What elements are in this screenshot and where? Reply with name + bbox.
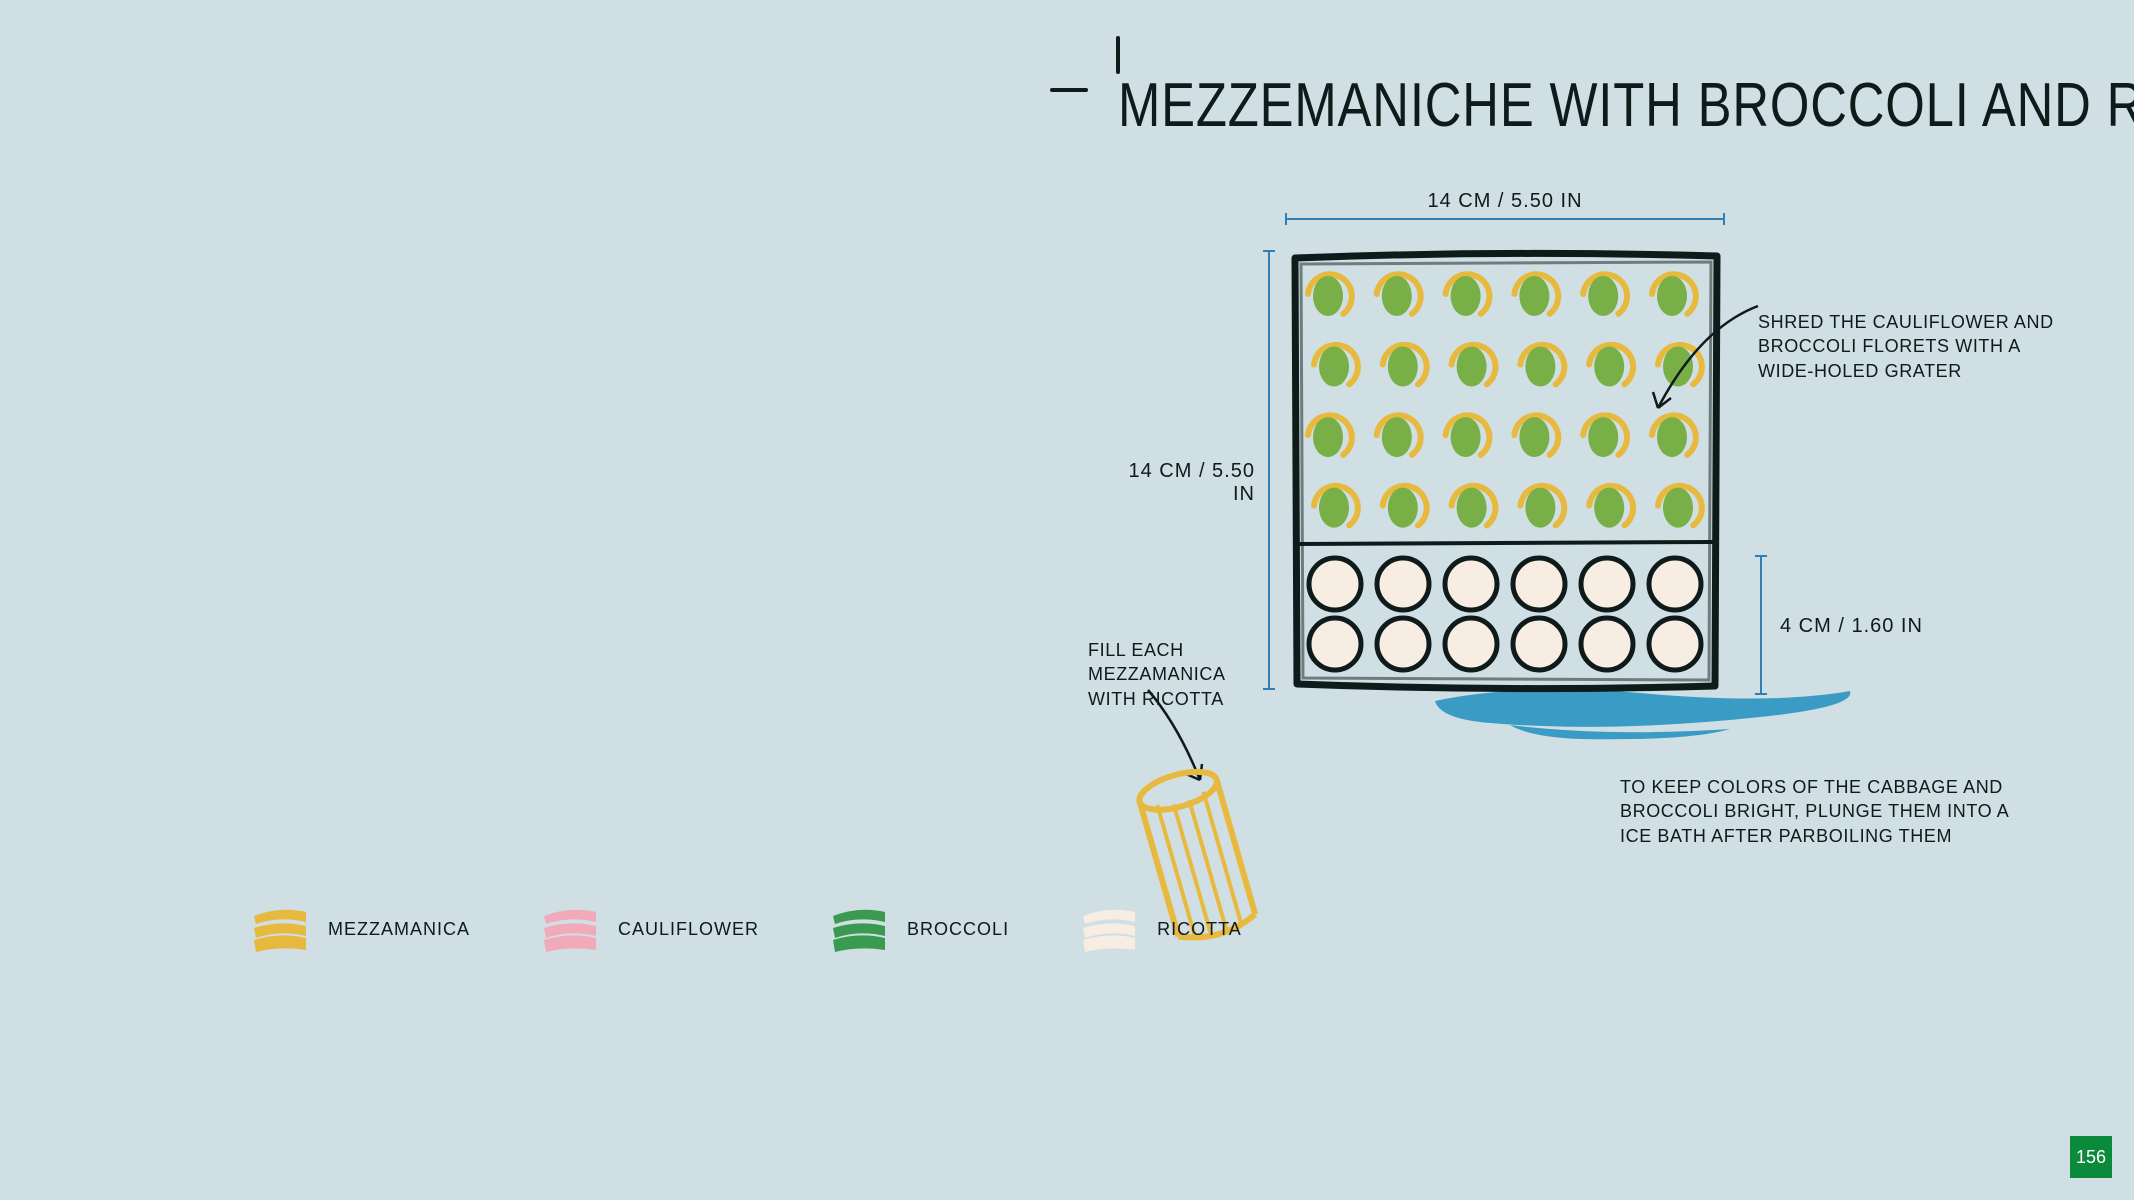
- page-number-badge: 156: [2070, 1136, 2112, 1178]
- legend-item: RICOTTA: [1079, 902, 1242, 956]
- title-mark-horizontal: [1050, 88, 1088, 92]
- legend-item: CAULIFLOWER: [540, 902, 759, 956]
- legend-swatch-icon: [829, 902, 889, 956]
- dimension-left-line: [1268, 250, 1270, 690]
- dimension-top-label: 14 CM / 5.50 IN: [1285, 190, 1725, 213]
- page-number: 156: [2076, 1147, 2106, 1168]
- recipe-infographic: MEZZEMANICHE WITH BROCCOLI AND RICOTTA 1…: [0, 0, 2134, 1200]
- legend-swatch-icon: [250, 902, 310, 956]
- dimension-left-label: 14 CM / 5.50 IN: [1105, 460, 1255, 506]
- callout-shred: SHRED THE CAULIFLOWER AND BROCCOLI FLORE…: [1758, 310, 2058, 383]
- legend-label: CAULIFLOWER: [618, 919, 759, 940]
- legend-swatch-icon: [540, 902, 600, 956]
- legend-item: MEZZAMANICA: [250, 902, 470, 956]
- legend-label: RICOTTA: [1157, 919, 1242, 940]
- legend-swatch-icon: [1079, 902, 1139, 956]
- dimension-right-label: 4 CM / 1.60 IN: [1780, 615, 1923, 638]
- dimension-top-line: [1285, 218, 1725, 220]
- legend-item: BROCCOLI: [829, 902, 1009, 956]
- title-mark-vertical: [1116, 36, 1120, 74]
- legend-label: BROCCOLI: [907, 919, 1009, 940]
- callout-ice-bath: TO KEEP COLORS OF THE CABBAGE AND BROCCO…: [1620, 775, 2040, 848]
- color-legend: MEZZAMANICA CAULIFLOWER BROCCOLI RICOTTA: [250, 902, 1242, 956]
- page-title: MEZZEMANICHE WITH BROCCOLI AND RICOTTA: [1118, 70, 2134, 141]
- legend-label: MEZZAMANICA: [328, 919, 470, 940]
- dimension-right-line: [1760, 555, 1762, 695]
- arrow-to-broccoli-icon: [1640, 298, 1770, 428]
